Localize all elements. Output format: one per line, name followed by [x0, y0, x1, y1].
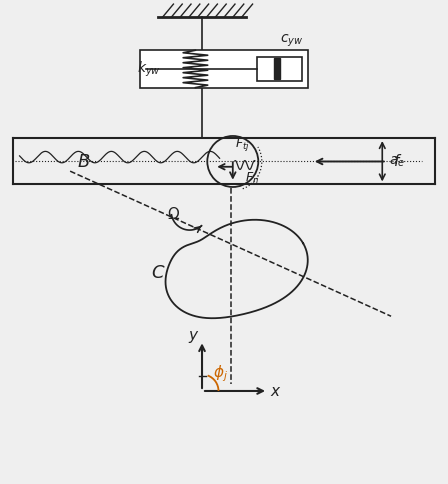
Text: $a_e$: $a_e$: [389, 155, 405, 169]
Bar: [141, 51, 307, 89]
Text: $k_{yw}$: $k_{yw}$: [138, 59, 161, 78]
Text: $f$: $f$: [393, 152, 403, 168]
Text: $\phi_j$: $\phi_j$: [213, 363, 228, 383]
Bar: [274, 59, 280, 80]
Text: $c_{yw}$: $c_{yw}$: [280, 33, 304, 49]
Text: $\Omega$: $\Omega$: [167, 206, 180, 222]
Text: B: B: [77, 153, 90, 171]
Text: $F_{tj}$: $F_{tj}$: [236, 135, 250, 152]
Bar: [257, 58, 302, 82]
Text: y: y: [189, 328, 198, 343]
Text: $F_{rj}$: $F_{rj}$: [245, 170, 260, 187]
Text: C: C: [152, 264, 164, 282]
Text: x: x: [270, 384, 279, 399]
